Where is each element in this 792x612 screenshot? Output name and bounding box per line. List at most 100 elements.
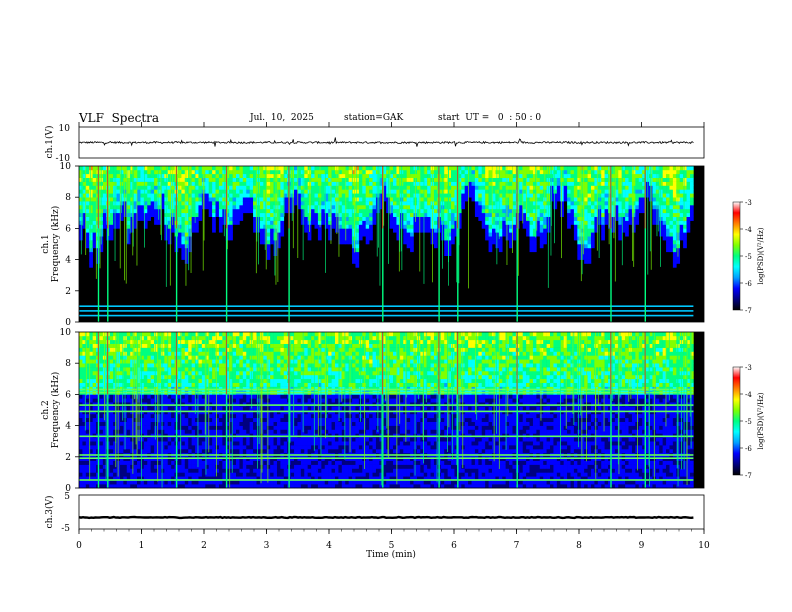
spec-cell: [393, 185, 397, 190]
spec-cell: [355, 216, 360, 221]
spec-cell: [485, 193, 489, 198]
spec-cell: [133, 413, 138, 419]
spec-cell: [109, 173, 114, 178]
spec-burst: [165, 166, 167, 287]
spec-cell: [215, 205, 220, 210]
spec-cell: [365, 177, 370, 182]
spec-cell: [573, 201, 578, 206]
spec-cell: [423, 208, 428, 214]
spec-cell: [492, 169, 496, 175]
spec-cell: [82, 367, 87, 372]
spec-cell: [406, 240, 411, 245]
spec-cell: [444, 212, 448, 217]
spec-cell: [403, 201, 407, 206]
spec-cell: [587, 177, 592, 182]
spec-cell: [79, 166, 83, 171]
spec-cell: [502, 205, 506, 210]
spec-cell: [655, 220, 660, 225]
spec-cell: [246, 189, 250, 194]
spec-cell: [89, 339, 93, 344]
spec-cell: [116, 189, 121, 194]
spec-cell: [628, 205, 633, 210]
spec-cell: [184, 472, 189, 477]
spec-burst: [547, 166, 549, 288]
spec-cell: [297, 177, 302, 182]
spec-cell: [543, 216, 547, 221]
spec-cell: [154, 476, 158, 481]
spec-cell: [167, 201, 172, 206]
spec-cell: [259, 228, 264, 233]
spec-cell: [352, 216, 356, 221]
spec-cell: [126, 189, 131, 194]
spec-cell: [201, 441, 206, 446]
spec-cell: [529, 244, 534, 249]
spec-cell: [79, 476, 83, 481]
spec-cell: [133, 425, 138, 430]
spec-cell: [143, 421, 148, 426]
spec-cell: [130, 166, 134, 171]
spec-cell: [669, 232, 674, 237]
spec-cell: [143, 335, 148, 341]
spec-cell: [188, 185, 192, 190]
spec-cell: [669, 189, 674, 194]
spec-cell: [195, 205, 199, 210]
spec-cell: [215, 484, 220, 489]
spec-cell: [451, 177, 455, 182]
spec-cell: [362, 197, 367, 202]
spec-cell: [451, 197, 455, 202]
spec-cell: [655, 177, 660, 182]
spec-cell: [239, 216, 244, 221]
spec-cell: [297, 193, 302, 198]
spec-cell: [352, 251, 356, 256]
spec-cell: [321, 166, 326, 171]
spec-cell: [560, 212, 564, 217]
spec-cell: [150, 378, 155, 383]
spec-cell: [140, 445, 145, 450]
spec-cell: [140, 201, 145, 206]
spec-cell: [635, 193, 640, 198]
spec-cell: [365, 201, 370, 206]
spec-cell: [236, 201, 240, 206]
spec-cell: [157, 173, 162, 178]
spec-cell: [283, 173, 288, 178]
spec-cell: [539, 201, 544, 206]
spec-cell: [550, 193, 554, 198]
spec-cell: [126, 374, 131, 380]
spec-cell: [188, 382, 192, 387]
spec-cell: [338, 228, 343, 233]
spec-cell: [594, 177, 599, 182]
spec-cell: [638, 197, 643, 202]
spec-cell: [423, 216, 428, 221]
spec-cell: [181, 201, 186, 206]
spec-cell: [89, 193, 93, 198]
spec-cell: [85, 232, 90, 237]
spec-cell: [242, 189, 247, 194]
spec-cell: [143, 374, 148, 380]
spec-burst: [292, 166, 294, 249]
spec-cell: [181, 197, 186, 202]
spec-burst: [376, 166, 378, 257]
spec-cell: [532, 189, 537, 194]
spec-cell: [365, 181, 370, 186]
spec-cell: [666, 247, 670, 253]
spec-cell: [294, 193, 298, 198]
spec-cell: [184, 367, 189, 372]
spec-cell: [457, 193, 462, 198]
spec-cell: [184, 484, 189, 489]
spec-cell: [130, 449, 134, 454]
spec-cell: [126, 371, 131, 376]
spec-cell: [133, 480, 138, 485]
spec-burst: [378, 166, 379, 248]
spec-cell: [423, 177, 428, 182]
ch1-spec-ylabel: Frequency (kHz): [50, 206, 61, 283]
spec-cell: [355, 181, 360, 186]
spec-cell: [611, 220, 616, 225]
spec-cell: [164, 421, 169, 426]
spec-cell: [79, 429, 83, 434]
spec-cell: [601, 228, 605, 233]
spec-cell: [270, 189, 274, 194]
spec-cell: [177, 371, 182, 376]
spec-cell: [143, 371, 148, 376]
spec-cell: [348, 177, 353, 182]
spec-cell: [92, 367, 97, 372]
